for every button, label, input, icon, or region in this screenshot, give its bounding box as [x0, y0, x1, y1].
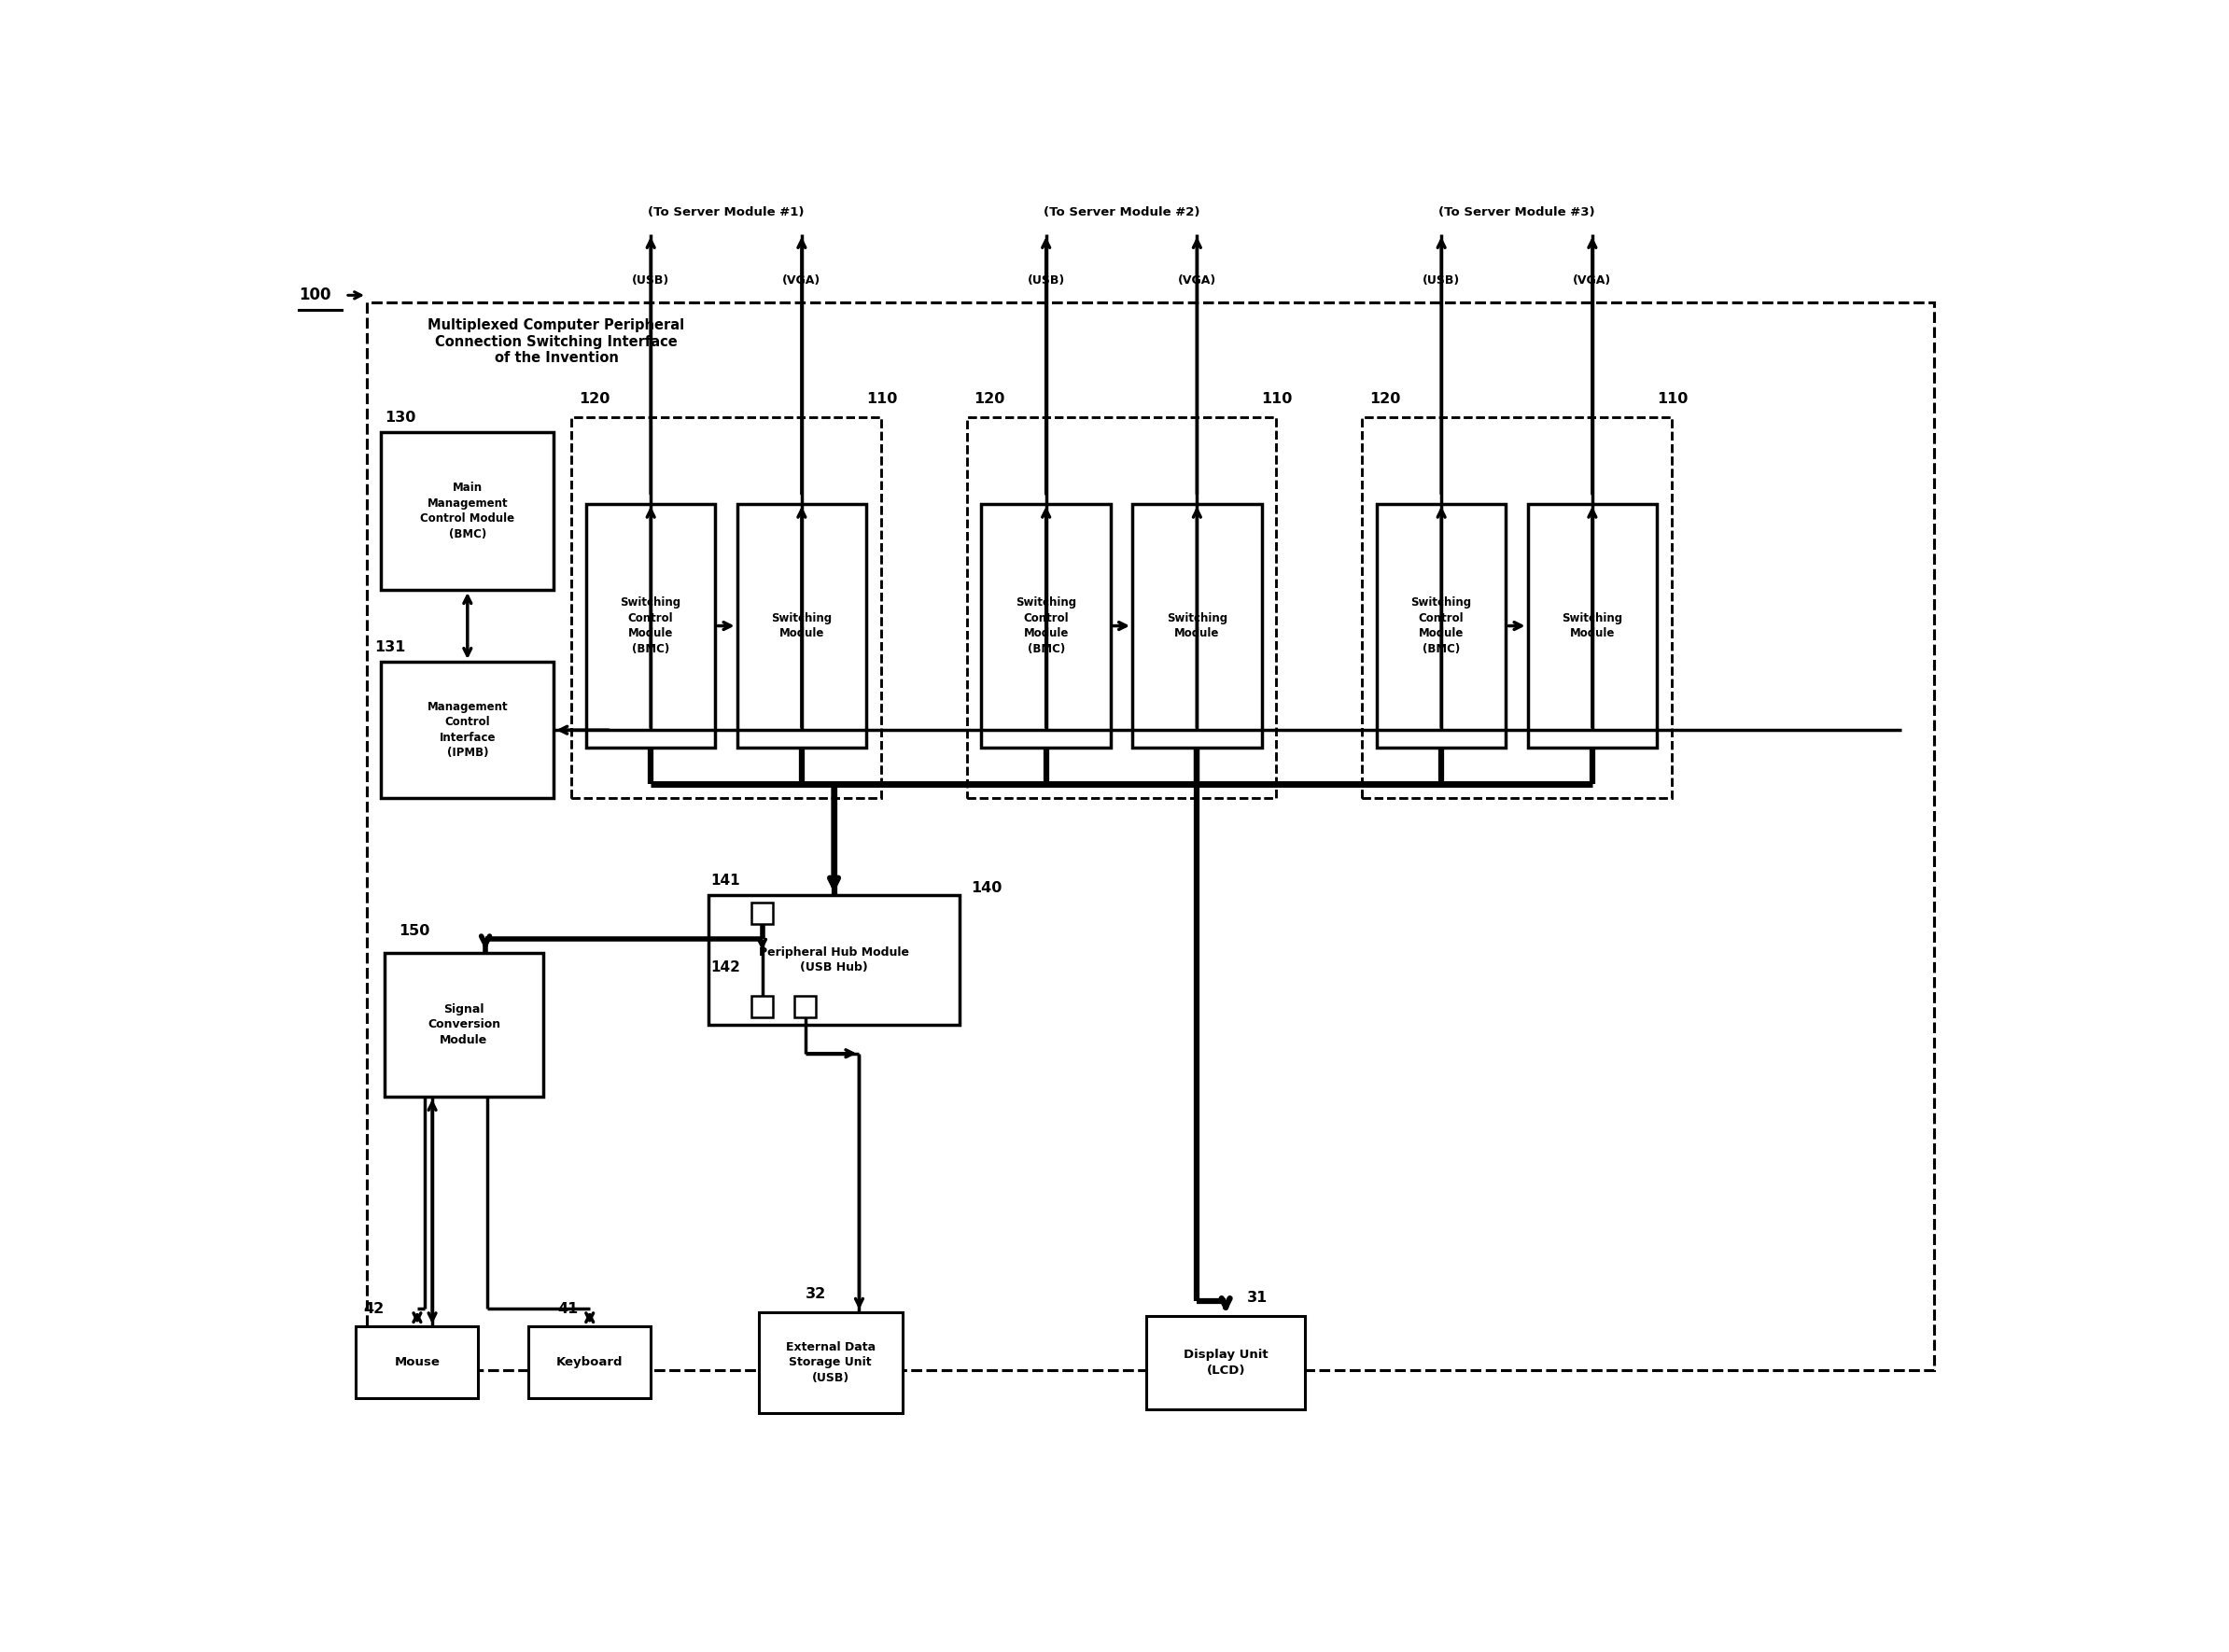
Text: Switching
Control
Module
(BMC): Switching Control Module (BMC) [1016, 596, 1077, 654]
Bar [1362, 418, 1672, 798]
Bar [1527, 504, 1656, 748]
Bar [528, 1327, 651, 1398]
Bar [571, 418, 880, 798]
Bar [1146, 1315, 1304, 1409]
Text: Main
Management
Control Module
(BMC): Main Management Control Module (BMC) [421, 482, 515, 540]
Text: 110: 110 [867, 393, 898, 406]
Text: Management
Control
Interface
(IPMB): Management Control Interface (IPMB) [428, 700, 508, 760]
Text: 120: 120 [1369, 393, 1400, 406]
Text: 42: 42 [363, 1302, 383, 1315]
Bar [368, 302, 1935, 1370]
Text: Switching
Module: Switching Module [771, 613, 831, 639]
Bar [738, 504, 867, 748]
Bar [751, 902, 773, 923]
Bar [758, 1312, 903, 1412]
Text: (VGA): (VGA) [782, 274, 820, 287]
Text: 110: 110 [1262, 393, 1293, 406]
Text: Switching
Control
Module
(BMC): Switching Control Module (BMC) [620, 596, 682, 654]
Text: Switching
Module: Switching Module [1563, 613, 1623, 639]
Text: 140: 140 [970, 881, 1001, 895]
Text: (To Server Module #2): (To Server Module #2) [1043, 206, 1199, 218]
Text: External Data
Storage Unit
(USB): External Data Storage Unit (USB) [785, 1341, 876, 1384]
Bar [381, 662, 553, 798]
Bar [1378, 504, 1507, 748]
Text: 131: 131 [374, 641, 406, 654]
Bar [368, 302, 1935, 1370]
Text: (USB): (USB) [1028, 274, 1065, 287]
Bar [981, 504, 1110, 748]
Text: 150: 150 [399, 923, 430, 938]
Text: 110: 110 [1656, 393, 1687, 406]
Text: 141: 141 [711, 874, 740, 889]
Bar [386, 953, 544, 1097]
Bar [571, 418, 880, 798]
Bar [381, 431, 553, 590]
Text: 142: 142 [711, 960, 740, 975]
Text: Peripheral Hub Module
(USB Hub): Peripheral Hub Module (USB Hub) [758, 947, 909, 973]
Text: 120: 120 [580, 393, 611, 406]
Text: (To Server Module #1): (To Server Module #1) [649, 206, 805, 218]
Text: (VGA): (VGA) [1574, 274, 1612, 287]
Bar [1362, 418, 1672, 798]
Text: 130: 130 [386, 410, 417, 425]
Text: (VGA): (VGA) [1177, 274, 1217, 287]
Bar [357, 1327, 479, 1398]
Text: 100: 100 [299, 287, 330, 304]
Text: Keyboard: Keyboard [557, 1356, 624, 1368]
Bar [709, 895, 961, 1024]
Text: Switching
Control
Module
(BMC): Switching Control Module (BMC) [1411, 596, 1471, 654]
Bar [967, 418, 1275, 798]
Text: Multiplexed Computer Peripheral
Connection Switching Interface
of the Invention: Multiplexed Computer Peripheral Connecti… [428, 319, 684, 365]
Text: (To Server Module #3): (To Server Module #3) [1438, 206, 1596, 218]
Text: (USB): (USB) [633, 274, 669, 287]
Text: 31: 31 [1248, 1290, 1268, 1305]
Bar [751, 996, 773, 1018]
Text: 41: 41 [557, 1302, 577, 1315]
Text: 32: 32 [805, 1287, 827, 1302]
Text: Signal
Conversion
Module: Signal Conversion Module [428, 1003, 499, 1046]
Bar [967, 418, 1275, 798]
Text: Mouse: Mouse [395, 1356, 439, 1368]
Text: 120: 120 [974, 393, 1005, 406]
Bar [794, 996, 816, 1018]
Text: (USB): (USB) [1422, 274, 1460, 287]
Text: Display Unit
(LCD): Display Unit (LCD) [1184, 1348, 1268, 1376]
Bar [1132, 504, 1262, 748]
Text: Switching
Module: Switching Module [1166, 613, 1228, 639]
Bar [586, 504, 716, 748]
